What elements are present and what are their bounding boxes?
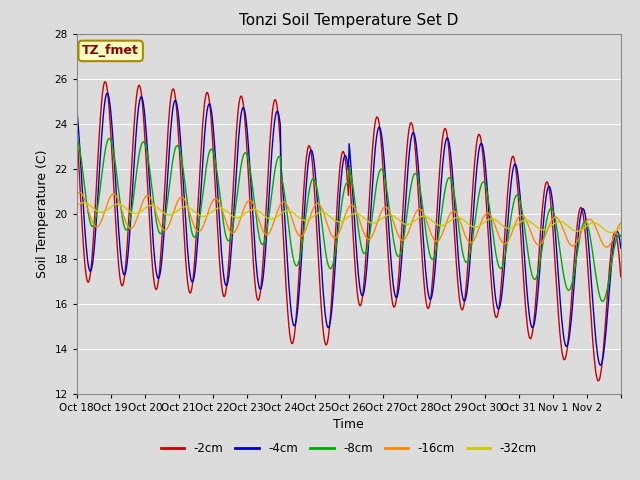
- -2cm: [237, 93, 245, 99]
- -4cm: [406, 149, 413, 155]
- -16cm: [76, 190, 83, 195]
- -8cm: [137, 144, 145, 150]
- -8cm: [435, 228, 443, 234]
- -4cm: [73, 106, 81, 111]
- -16cm: [436, 236, 444, 241]
- -4cm: [285, 282, 292, 288]
- -4cm: [264, 205, 272, 211]
- -16cm: [603, 244, 611, 250]
- -2cm: [617, 274, 625, 280]
- Line: -8cm: -8cm: [77, 136, 621, 301]
- -4cm: [596, 362, 604, 368]
- Line: -4cm: -4cm: [77, 93, 621, 365]
- -32cm: [406, 221, 413, 227]
- -32cm: [617, 225, 625, 230]
- -2cm: [138, 91, 145, 96]
- -2cm: [101, 79, 109, 84]
- -4cm: [436, 198, 444, 204]
- -2cm: [436, 163, 444, 169]
- Line: -2cm: -2cm: [77, 82, 621, 381]
- -2cm: [285, 323, 292, 329]
- -32cm: [264, 216, 272, 221]
- Line: -32cm: -32cm: [77, 203, 621, 232]
- -16cm: [264, 231, 272, 237]
- -16cm: [617, 220, 625, 226]
- -32cm: [436, 223, 444, 228]
- -2cm: [595, 378, 602, 384]
- Text: TZ_fmet: TZ_fmet: [82, 44, 139, 58]
- -32cm: [73, 203, 81, 209]
- -4cm: [617, 245, 625, 251]
- -32cm: [80, 200, 88, 205]
- -16cm: [138, 203, 145, 208]
- -32cm: [138, 208, 145, 214]
- Y-axis label: Soil Temperature (C): Soil Temperature (C): [36, 149, 49, 278]
- -8cm: [264, 223, 271, 228]
- -16cm: [73, 192, 81, 197]
- -2cm: [406, 124, 413, 130]
- -2cm: [264, 167, 272, 172]
- -32cm: [237, 214, 245, 219]
- -4cm: [104, 90, 111, 96]
- Title: Tonzi Soil Temperature Set D: Tonzi Soil Temperature Set D: [239, 13, 458, 28]
- -16cm: [406, 227, 413, 232]
- X-axis label: Time: Time: [333, 418, 364, 431]
- -32cm: [607, 229, 614, 235]
- -8cm: [73, 133, 81, 139]
- Line: -16cm: -16cm: [77, 192, 621, 247]
- -16cm: [285, 206, 292, 212]
- -8cm: [598, 299, 606, 304]
- -4cm: [237, 110, 245, 116]
- -32cm: [285, 208, 292, 214]
- -2cm: [73, 126, 81, 132]
- -8cm: [284, 220, 292, 226]
- -4cm: [138, 94, 145, 99]
- -16cm: [237, 213, 245, 219]
- Legend: -2cm, -4cm, -8cm, -16cm, -32cm: -2cm, -4cm, -8cm, -16cm, -32cm: [156, 437, 541, 460]
- -8cm: [617, 234, 625, 240]
- -8cm: [405, 198, 413, 204]
- -8cm: [237, 166, 244, 171]
